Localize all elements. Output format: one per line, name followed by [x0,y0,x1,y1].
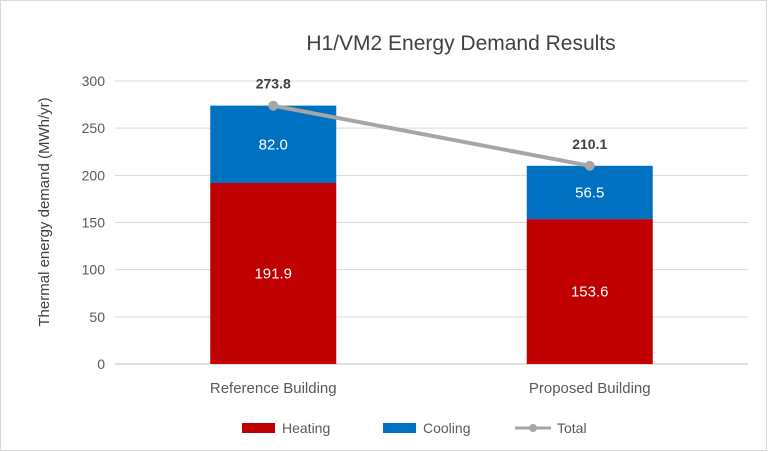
heating-label-0: 191.9 [254,265,292,282]
bars [210,105,653,364]
category-label-1: Proposed Building [529,380,651,397]
heating-bar-0 [210,182,337,364]
total-line-path [271,103,592,168]
heating-bar-1 [526,219,653,364]
legend-label-cooling: Cooling [423,420,470,436]
y-tick-100: 100 [82,262,106,278]
total-line [268,100,595,171]
y-tick-50: 50 [89,309,105,325]
y-axis-title: Thermal energy demand (MWh/yr) [36,97,53,326]
y-tick-200: 200 [82,167,106,183]
legend: Heating Cooling Total [242,420,587,436]
legend-swatch-cooling [383,423,416,433]
legend-label-heating: Heating [282,420,330,436]
chart-title: H1/VM2 Energy Demand Results [306,32,615,55]
total-point-1 [584,160,595,171]
cooling-label-1: 56.5 [575,184,604,201]
total-label-0: 273.8 [256,76,291,92]
heating-label-1: 153.6 [571,284,609,301]
total-point-0 [268,100,279,111]
category-labels: Reference Building Proposed Building [210,380,651,397]
data-labels: 191.9 82.0 153.6 56.5 273.8 210.1 [254,76,608,301]
y-tick-250: 250 [82,120,106,136]
legend-marker-total [529,424,537,432]
legend-swatch-heating [242,423,275,433]
legend-label-total: Total [557,420,587,436]
y-tick-300: 300 [82,73,106,89]
cooling-label-0: 82.0 [259,136,288,153]
cooling-bar-1 [526,165,653,220]
cooling-bar-0 [210,105,337,183]
total-label-1: 210.1 [572,136,607,152]
y-tick-0: 0 [97,356,105,372]
gridlines [115,80,748,365]
y-tick-labels: 0 50 100 150 200 250 300 [82,73,106,372]
y-tick-150: 150 [82,215,106,231]
category-label-0: Reference Building [210,380,337,397]
